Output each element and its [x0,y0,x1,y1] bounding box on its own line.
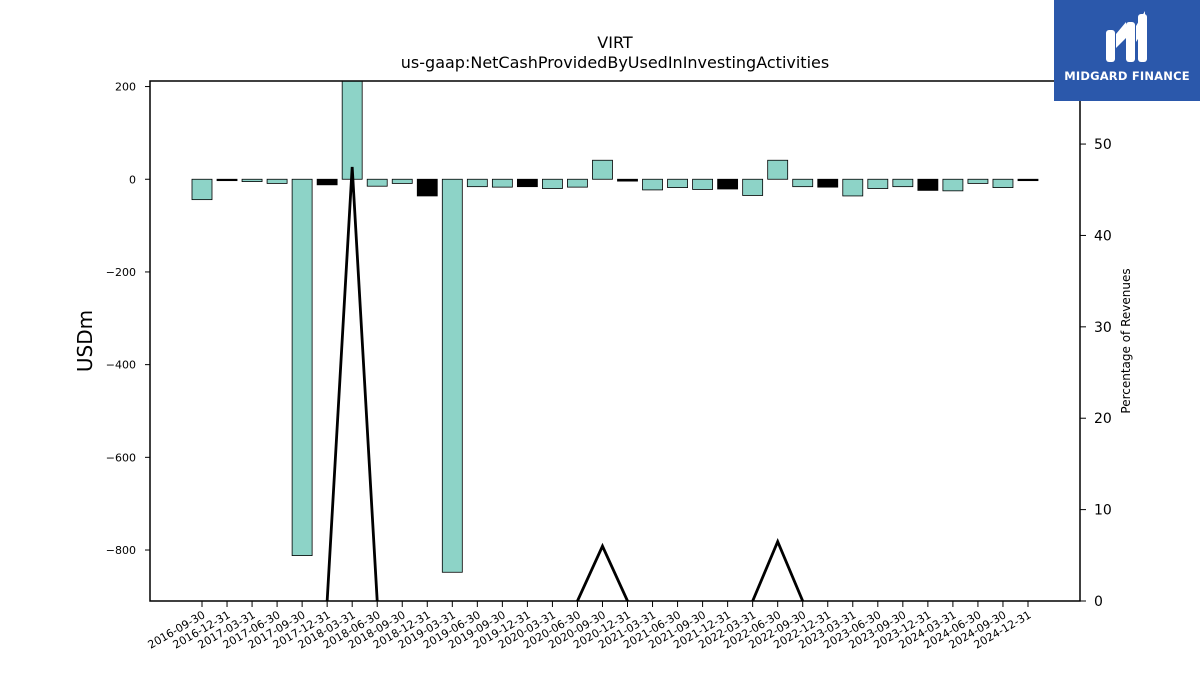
y-axis-left: −800 −600 −400 −200 0 200 [106,81,150,557]
y-tick-label: 200 [115,81,136,94]
bar [567,178,588,188]
x-axis: 2016-09-302016-12-312017-03-312017-06-30… [146,601,1033,652]
bar [717,178,739,190]
y-tick-label: −600 [106,451,136,464]
y2-tick-label: 40 [1094,228,1112,244]
bar [266,178,288,184]
y2-tick-label: 50 [1094,137,1112,153]
y2-tick-label: 30 [1094,320,1112,336]
y-tick-label: −800 [106,544,136,557]
bar [241,178,263,182]
y-tick-label: −400 [106,359,136,372]
bar [416,178,438,197]
bar [491,178,513,188]
bar [391,178,413,184]
bar [667,178,688,188]
y-axis-right: 0 10 20 30 40 50 [1080,137,1112,610]
bar [1017,178,1039,182]
bar [992,178,1014,188]
bar [867,178,889,189]
y-tick-label: 0 [129,173,136,186]
y2-axis-label: Percentage of Revenues [1119,268,1133,413]
chart-subtitle: us-gaap:NetCashProvidedByUsedInInvesting… [401,53,829,72]
bar [792,178,814,188]
bar [617,178,638,182]
bar [466,178,488,188]
bar [216,178,238,182]
y-tick-label: −200 [106,266,136,279]
logo-text: MIDGARD FINANCE [1064,69,1190,83]
plot-frame [149,80,1081,602]
bar [942,178,964,192]
bar [917,178,939,191]
bar [366,178,388,187]
bar [441,178,463,573]
bar [542,178,563,189]
logo-mark-icon [1106,11,1147,62]
bar [341,80,363,180]
bar [842,178,864,197]
bar [767,159,789,180]
y2-tick-label: 10 [1094,503,1112,519]
bar [967,178,989,184]
bar [516,178,538,188]
y2-tick-label: 20 [1094,411,1112,427]
bar [291,178,313,556]
bar [316,178,338,186]
bar [817,178,839,188]
bar [592,159,613,180]
bar [642,178,663,191]
brand-logo: MIDGARD FINANCE [1054,0,1200,101]
bar [892,178,914,188]
bar [692,178,713,190]
bar [742,178,764,196]
bar [191,178,213,201]
bars [191,80,1039,573]
y2-tick-label: 0 [1094,594,1103,610]
y-axis-label: USDm [73,310,97,372]
series-line [325,166,805,601]
chart-title: VIRT [597,33,633,52]
revenue-percentage-line [325,166,805,601]
